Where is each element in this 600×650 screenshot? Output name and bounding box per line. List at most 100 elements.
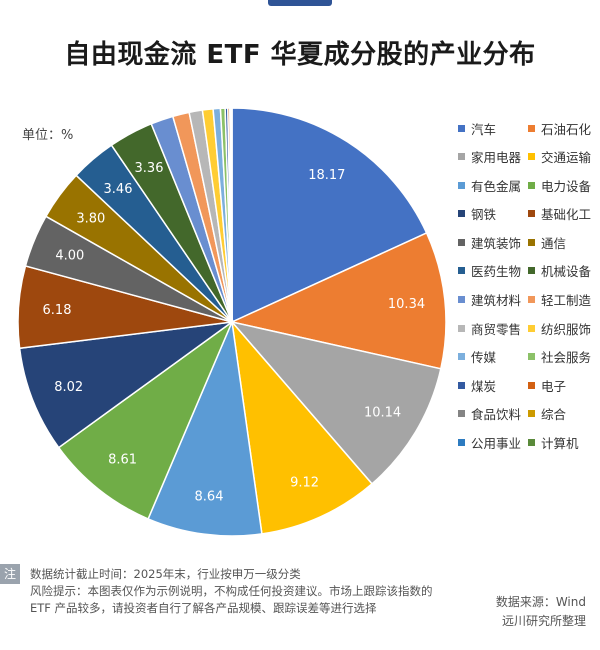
legend-label-7: 基础化工 [541,207,592,223]
legend-item-8: 建筑装饰 [458,234,528,251]
legend-item-10: 医药生物 [458,263,528,279]
pie-slice-3 [230,319,374,535]
legend-swatch-6 [458,210,465,218]
legend-item-11: 机械设备 [528,263,598,279]
legend-item-13: 轻工制造 [528,292,598,308]
legend-label-16: 传媒 [471,350,497,366]
legend-swatch-12 [458,296,465,304]
legend-item-17: 社会服务 [528,349,598,365]
legend-swatch-5 [528,181,535,189]
legend-label-9: 通信 [541,235,567,251]
pie-slice-5 [57,319,234,520]
top-tab-decoration [268,0,332,6]
legend-item-16: 传媒 [458,349,528,365]
pie-label-11: 3.36 [135,161,164,176]
pie-label-10: 3.46 [104,182,133,197]
legend-swatch-13 [528,296,535,304]
legend-swatch-16 [458,353,465,361]
legend-swatch-7 [528,210,535,218]
legend-item-4: 有色金属 [458,177,528,194]
legend-item-3: 交通运输 [528,149,598,165]
legend-swatch-9 [528,238,535,246]
chart-title: 自由现金流 ETF 华夏成分股的产业分布 [64,40,536,70]
legend-item-19: 电子 [528,377,598,394]
note-marker: 注 [0,564,20,584]
legend-label-23: 计算机 [541,436,579,452]
legend-item-12: 建筑材料 [458,292,528,308]
legend-label-21: 综合 [541,407,567,423]
pie-label-7: 6.18 [43,303,72,318]
legend-label-10: 医药生物 [471,264,522,280]
pie-labels: 18.17 10.34 10.14 9.12 8.64 8.61 8.02 6.18 4.00 3… [43,161,426,505]
legend-item-0: 汽车 [458,120,528,137]
pie-label-8: 4.00 [55,249,84,264]
pie-slice-4 [147,319,263,537]
legend-swatch-22 [458,439,465,447]
legend-item-9: 通信 [528,234,598,251]
legend-swatch-21 [528,410,535,418]
legend-label-20: 食品饮料 [471,407,522,423]
legend-swatch-15 [528,324,535,332]
legend-swatch-4 [458,181,465,189]
legend-swatch-8 [458,238,465,246]
legend-item-18: 煤炭 [458,377,528,394]
legend-swatch-18 [458,381,465,389]
legend-label-0: 汽车 [471,121,497,137]
note-line-1: 数据统计截止时间：2025年末，行业按申万一级分类 [30,567,301,581]
legend-label-5: 电力设备 [541,178,592,194]
source-line-1: 数据来源：Wind [495,595,586,609]
pie-slices [17,107,447,537]
pie-slice-6 [18,321,233,449]
legend-item-15: 纺织服饰 [528,320,598,337]
legend-swatch-20 [458,410,465,418]
legend-swatch-1 [528,124,535,132]
source-line-2: 远川研究所整理 [501,614,586,628]
legend-swatch-19 [528,381,535,389]
pie-label-4: 8.64 [195,490,224,505]
legend-swatch-0 [458,124,465,132]
legend-item-22: 公用事业 [458,435,528,451]
legend-swatch-11 [528,267,535,275]
legend-item-23: 计算机 [528,435,598,451]
pie-slice-1 [229,231,447,370]
legend-swatch-3 [528,153,535,161]
legend-label-15: 纺织服饰 [541,321,592,337]
legend-label-6: 钢铁 [471,207,497,223]
pie-slice-2 [229,320,442,485]
note-line-3: ETF 产品较多，请投资者自行了解各产品规模、跟踪误差等进行选择 [30,601,377,615]
legend-label-12: 建筑材料 [471,293,522,309]
legend-label-22: 公用事业 [471,436,522,452]
legend-swatch-14 [458,324,465,332]
legend-label-13: 轻工制造 [541,293,592,309]
legend-label-19: 电子 [541,378,567,394]
legend-item-21: 综合 [528,406,598,422]
legend-swatch-10 [458,267,465,275]
legend-swatch-23 [528,439,535,447]
legend-item-20: 食品饮料 [458,406,528,422]
legend-item-1: 石油石化 [528,120,598,137]
legend-label-1: 石油石化 [541,121,592,137]
legend-item-2: 家用电器 [458,149,528,165]
note-line-2: 风险提示：本图表仅作为示例说明，不构成任何投资建议。市场上跟踪该指数的 [30,584,433,598]
legend: 汽车 石油石化家用电器 交通运输 有色金属 电力设备钢铁 基础化工 建筑装饰 通信医药生物 机械… [458,120,598,451]
legend-label-11: 机械设备 [541,264,592,280]
legend-label-17: 社会服务 [541,350,592,366]
legend-item-7: 基础化工 [528,206,598,222]
legend-item-6: 钢铁 [458,206,528,222]
pie-slice-0 [231,107,428,324]
unit-label: 单位：% [22,128,74,143]
legend-label-18: 煤炭 [471,378,497,394]
pie-label-6: 8.02 [54,380,83,395]
pie-label-3: 9.12 [290,475,319,490]
legend-swatch-17 [528,353,535,361]
pie-label-5: 8.61 [108,453,137,468]
legend-label-14: 商贸零售 [471,321,522,337]
legend-label-4: 有色金属 [471,178,522,194]
pie-label-1: 10.34 [388,297,425,312]
legend-item-5: 电力设备 [528,177,598,194]
legend-item-14: 商贸零售 [458,320,528,337]
pie-label-9: 3.80 [76,211,105,226]
legend-label-2: 家用电器 [471,150,522,166]
pie-label-2: 10.14 [364,406,401,421]
pie-chart: 18.17 10.34 10.14 9.12 8.64 8.61 8.02 6.18 4.00 3… [17,107,447,537]
